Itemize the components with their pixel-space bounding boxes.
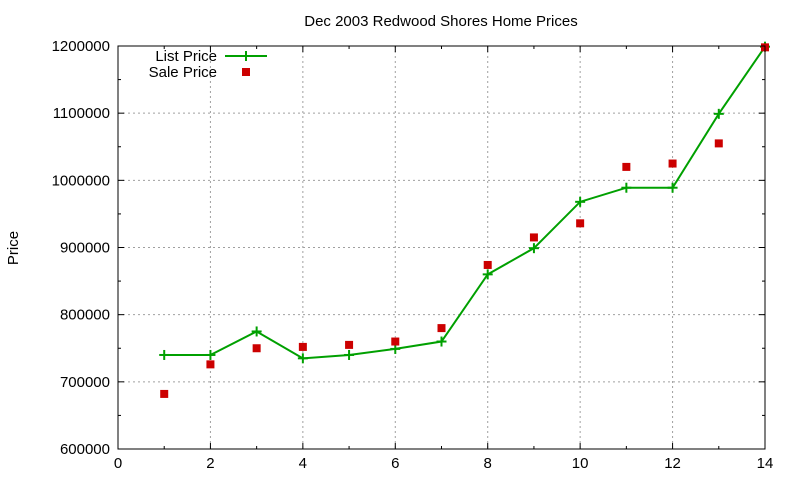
list-price-point [297, 353, 308, 364]
sale-price-point [437, 324, 446, 333]
list-price-point [159, 349, 170, 360]
sale-price-point [483, 260, 492, 269]
axes: 0 2 4 6 8 10 12 14 600000 700000 800000 900000 10000… [52, 38, 774, 472]
x-tick-label: 12 [664, 455, 681, 472]
legend-label: Sale Price [149, 64, 217, 81]
plot-frame [117, 45, 766, 450]
sale-price-point [622, 162, 631, 171]
list-price-point [667, 182, 678, 193]
x-tick-label: 2 [206, 455, 214, 472]
list-price-point [436, 336, 447, 347]
list-price-point [205, 349, 216, 360]
sale-price-point [576, 219, 585, 228]
list-price-point [621, 182, 632, 193]
x-tick-label: 8 [484, 455, 492, 472]
x-tick-label: 4 [299, 455, 307, 472]
y-tick-label: 800000 [60, 307, 110, 324]
grid [118, 46, 765, 449]
legend-point-sample [241, 51, 251, 61]
sale-price-point [206, 360, 215, 369]
sale-price-point [529, 233, 538, 242]
list-price-point [390, 343, 401, 354]
legend-label: List Price [155, 48, 217, 65]
x-tick-label: 14 [757, 455, 774, 472]
sale-price-point [345, 340, 354, 349]
y-axis-label: Price [5, 231, 22, 265]
list-price-point [528, 243, 539, 254]
list-price-point [575, 196, 586, 207]
sale-price-point [668, 159, 677, 168]
list-price-point [482, 269, 493, 280]
legend-point-sample [242, 68, 250, 76]
list-price-point [251, 326, 262, 337]
x-tick-label: 6 [391, 455, 399, 472]
y-tick-label: 700000 [60, 374, 110, 391]
x-tick-label: 0 [114, 455, 122, 472]
list-price-line [164, 46, 766, 360]
sale-price-point [298, 342, 307, 351]
list-price-point [713, 108, 724, 119]
sale-price-point [714, 139, 723, 148]
sale-price-point [160, 389, 169, 398]
chart-title: Dec 2003 Redwood Shores Home Prices [304, 13, 577, 30]
y-tick-label: 1100000 [53, 105, 110, 122]
y-tick-label: 600000 [60, 441, 110, 458]
y-tick-label: 1000000 [52, 172, 110, 189]
y-tick-label: 900000 [60, 240, 110, 257]
x-tick-label: 10 [572, 455, 589, 472]
y-tick-label: 1200000 [52, 38, 110, 55]
list-price-point [344, 349, 355, 360]
sale-price-point [252, 344, 261, 353]
series-layer [159, 41, 770, 398]
sale-price-point [391, 337, 400, 346]
